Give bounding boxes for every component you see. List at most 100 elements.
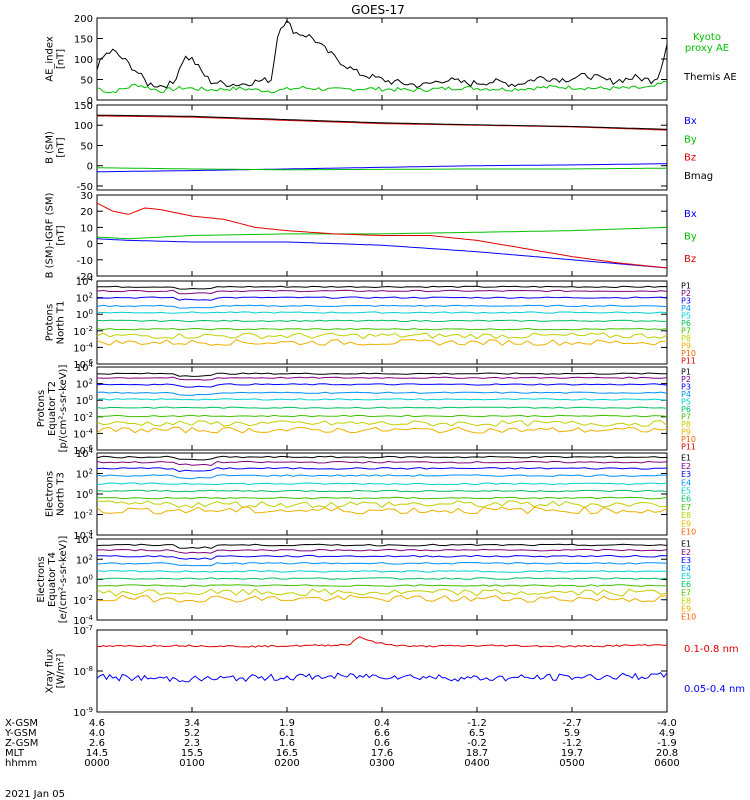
y-tick-label: 100 <box>74 121 93 132</box>
orbit-row-label: hhmm <box>5 758 37 769</box>
legend-entry: E1 <box>681 454 691 463</box>
orbit-cell: 4.0 <box>89 728 105 739</box>
flux-line <box>96 376 668 381</box>
legend-entry: E1 <box>681 540 691 549</box>
y-tick-label: 0 <box>87 96 93 107</box>
orbit-cell: 3.4 <box>184 718 200 729</box>
legend-entry: P6 <box>681 405 691 414</box>
legend-entry: P11 <box>681 357 696 366</box>
legend-entry: E4 <box>681 564 691 573</box>
legend-entry: P9 <box>681 428 691 437</box>
legend-entry: E6 <box>681 495 691 504</box>
flux-line <box>96 372 668 377</box>
y-axis-label: North T3 <box>56 472 67 516</box>
orbit-cell: 4.9 <box>659 728 675 739</box>
legend-entry: E9 <box>681 519 691 528</box>
flux-line <box>96 289 668 295</box>
legend-entry: E4 <box>681 478 691 487</box>
legend-entry: Bx <box>684 209 697 220</box>
legend-entry: P5 <box>681 311 691 320</box>
orbit-cell: -0.2 <box>467 738 487 749</box>
flux-line <box>96 406 668 409</box>
legend-entry: E5 <box>681 487 691 496</box>
flux-line <box>96 420 668 427</box>
y-tick-label: 104 <box>76 361 94 374</box>
y-tick-label: 100 <box>76 394 93 407</box>
legend-entry: Bz <box>684 153 696 164</box>
y-tick-label: 10-4 <box>73 341 93 354</box>
orbit-row-label: X-GSM <box>5 718 38 729</box>
flux-line <box>97 554 668 560</box>
y-axis-label: Equator T2 <box>47 381 58 436</box>
orbit-cell: 1.6 <box>279 738 295 749</box>
y-tick-label: 0 <box>87 240 93 251</box>
y-tick-label: 10-2 <box>73 325 93 338</box>
legend-kyoto: Kyoto <box>693 32 721 43</box>
legend-themis-ae: Themis AE <box>683 72 737 83</box>
orbit-row-label: MLT <box>5 748 25 759</box>
legend-entry: Bx <box>684 116 697 127</box>
y-axis-label: AE_index <box>45 36 56 82</box>
orbit-cell: 0.4 <box>374 718 390 729</box>
y-tick-label: 100 <box>76 488 93 501</box>
orbit-cell: -4.0 <box>657 718 677 729</box>
orbit-cell: 4.6 <box>89 718 105 729</box>
y-tick-label: 102 <box>76 553 93 566</box>
flux-line <box>96 460 668 467</box>
orbit-cell: -1.2 <box>467 718 487 729</box>
legend-entry: E7 <box>681 588 691 597</box>
flux-line <box>96 426 668 434</box>
y-tick-label: 150 <box>74 101 93 112</box>
flux-line <box>96 594 668 603</box>
legend-entry: By <box>684 232 697 243</box>
flux-line <box>96 506 668 515</box>
legend-entry: E6 <box>681 580 691 589</box>
flux-line <box>96 474 668 480</box>
legend-entry: E5 <box>681 572 691 581</box>
orbit-cell: 0200 <box>274 758 299 769</box>
legend-entry: Bmag <box>684 171 713 182</box>
legend-entry: P2 <box>681 289 691 298</box>
orbit-cell: 19.7 <box>561 748 583 759</box>
orbit-cell: 0400 <box>464 758 489 769</box>
legend-entry: P8 <box>681 334 691 343</box>
legend-proxy-ae: proxy AE <box>685 43 729 54</box>
y-tick-label: 20 <box>80 207 93 218</box>
y-tick-label: 10-7 <box>73 624 93 637</box>
y-axis-label: B (SM)-IGRF (SM) <box>45 193 56 279</box>
flux-line <box>96 588 668 597</box>
y-axis-label: Electrons <box>45 471 56 517</box>
y-tick-label: 102 <box>76 378 93 391</box>
series-line <box>96 167 668 171</box>
legend-entry: By <box>684 134 697 145</box>
y-tick-label: 104 <box>76 533 94 546</box>
legend-entry: P11 <box>681 443 696 452</box>
orbit-cell: 6.5 <box>469 728 485 739</box>
orbit-cell: -2.7 <box>562 718 582 729</box>
y-tick-label: 104 <box>76 447 94 460</box>
y-tick-label: -10 <box>77 256 93 267</box>
y-tick-label: 104 <box>76 275 94 288</box>
y-tick-label: 10-2 <box>73 509 93 522</box>
legend-entry: P4 <box>681 390 691 399</box>
legend-entry: 0.1-0.8 nm <box>684 644 739 655</box>
y-tick-label: 50 <box>80 76 93 87</box>
flux-line <box>96 500 668 509</box>
panel-frame <box>96 104 668 191</box>
orbit-cell: 6.6 <box>374 728 390 739</box>
legend-entry: P10 <box>681 435 696 444</box>
legend-entry: E3 <box>681 556 691 565</box>
y-axis-label: B (SM) <box>45 131 56 164</box>
flux-line <box>97 285 668 290</box>
flux-line <box>96 398 668 401</box>
flux-line <box>96 467 668 473</box>
legend-entry: P10 <box>681 349 696 358</box>
y-axis-label: [e/(cm²-s-sr-keV)] <box>58 536 69 624</box>
y-tick-label: -20 <box>77 272 93 283</box>
legend-entry: P7 <box>681 327 691 336</box>
series-line <box>96 163 667 173</box>
orbit-cell: 14.5 <box>86 748 108 759</box>
